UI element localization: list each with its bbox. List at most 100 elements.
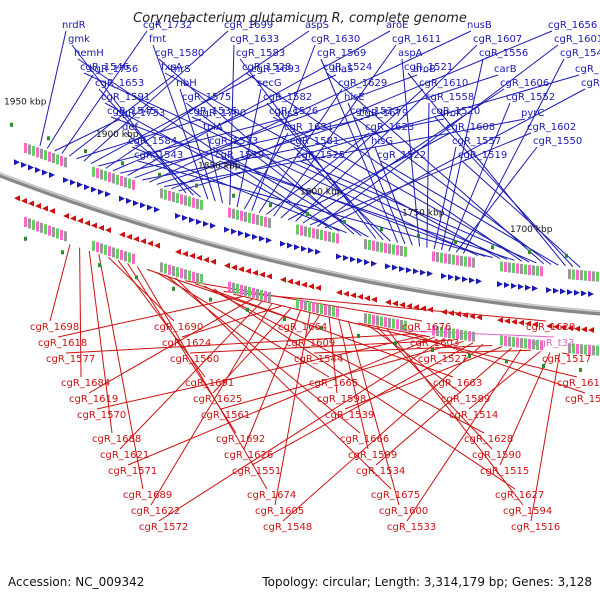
gene-arrow: [301, 281, 307, 288]
gene-arrow: [70, 179, 76, 186]
category-stripe: [108, 246, 111, 257]
tick-mark: [306, 211, 309, 216]
gene-arrow: [504, 282, 510, 289]
reverse-gene-label: cgR_1572: [139, 522, 188, 533]
forward-gene-label: cgR_1597: [581, 78, 600, 89]
gene-arrow: [511, 318, 517, 325]
category-stripe: [336, 233, 339, 244]
category-stripe: [588, 345, 591, 356]
category-stripe: [240, 210, 243, 221]
tick-mark: [283, 317, 286, 322]
forward-gene-labels: nrdR cgR_1756 cgR_1733 cgR_1732 thrS cgR_1700…: [62, 20, 600, 161]
category-stripe: [568, 343, 571, 354]
category-stripe: [364, 239, 367, 250]
category-stripe: [316, 303, 319, 314]
label-connector: [353, 116, 552, 265]
forward-gene-label: cgR_1546: [80, 62, 129, 73]
category-stripe: [92, 240, 95, 251]
gene-arrow: [203, 220, 209, 227]
gene-arrow: [35, 166, 41, 173]
category-stripe: [264, 290, 267, 301]
category-stripe: [396, 245, 399, 256]
category-stripe: [160, 188, 163, 199]
forward-gene-label: fmt: [149, 34, 166, 45]
category-stripe: [196, 198, 199, 209]
category-stripe: [508, 336, 511, 347]
gene-arrow: [14, 195, 20, 202]
label-connector: [347, 320, 400, 506]
label-connector: [181, 305, 282, 338]
label-connector: [127, 30, 391, 176]
tick-mark: [505, 359, 508, 364]
forward-gene-label: cgR_1575: [182, 92, 231, 103]
forward-gene-label: cgR_1630: [311, 34, 360, 45]
gene-arrow: [385, 299, 391, 306]
gene-arrow: [497, 317, 503, 324]
label-connector: [243, 310, 301, 450]
category-stripe: [448, 254, 451, 265]
category-stripe: [120, 176, 123, 186]
reverse-gene-label: cgR_1568: [565, 394, 600, 405]
gene-arrow: [357, 293, 363, 300]
reverse-gene-label: cgR_1571: [108, 466, 157, 477]
gene-arrow: [553, 287, 559, 294]
forward-gene-label: cgR_1654: [575, 64, 600, 75]
category-stripe: [532, 265, 535, 276]
label-connector: [156, 74, 499, 185]
label-connector: [189, 339, 455, 354]
gene-arrow: [525, 320, 531, 327]
gene-arrow: [371, 296, 377, 303]
category-stripe: [32, 219, 35, 230]
category-stripe: [368, 313, 371, 324]
category-stripe: [40, 148, 43, 159]
feature-tracks: [0, 122, 600, 372]
category-stripe: [584, 344, 587, 355]
forward-gene-label: cgR_1584: [128, 136, 177, 147]
gene-arrow: [21, 161, 27, 168]
category-stripe: [452, 254, 455, 265]
gene-arrow: [476, 314, 482, 321]
tick-mark: [98, 263, 101, 268]
gene-arrow: [98, 224, 104, 231]
category-stripe: [392, 244, 395, 255]
category-stripe: [296, 298, 299, 309]
tick-mark: [579, 367, 582, 372]
category-stripe: [472, 331, 475, 342]
reverse-gene-label: cgR_1621: [100, 450, 149, 461]
forward-gene-label: cgR_1610: [419, 78, 468, 89]
category-stripe: [536, 339, 539, 350]
reverse-gene-label: cgR_1599: [348, 450, 397, 461]
label-connector: [282, 343, 484, 522]
reverse-gene-label: cgR_1570: [77, 410, 126, 421]
scale-label: 1750 kbp: [402, 208, 445, 218]
gene-arrow: [469, 277, 475, 284]
forward-gene-label: cgR_1602: [527, 122, 576, 133]
forward-gene-label: aroE: [386, 20, 408, 31]
gene-arrow: [413, 304, 419, 311]
category-stripe: [540, 340, 543, 351]
forward-gene-label: pyrC: [521, 108, 544, 119]
gene-arrow: [294, 280, 300, 287]
category-stripe: [524, 338, 527, 349]
gene-arrow: [119, 195, 125, 202]
category-stripe: [164, 263, 167, 274]
scale-label: 1800 kbp: [300, 188, 343, 198]
forward-gene-label: tpiA: [203, 122, 223, 133]
category-stripe: [52, 227, 55, 238]
category-stripe: [40, 222, 43, 233]
category-stripe: [528, 338, 531, 349]
category-stripe: [200, 200, 203, 210]
forward-gene-label: cgR_1733: [116, 108, 165, 119]
gene-arrow: [231, 264, 237, 271]
forward-gene-label: cgR_1529: [215, 150, 264, 161]
category-stripe: [184, 195, 187, 206]
label-connector: [338, 318, 369, 450]
gene-arrow: [392, 264, 398, 271]
reverse-gene-label: cgR_1698: [30, 322, 79, 333]
gene-arrow: [567, 289, 573, 296]
category-stripe: [568, 269, 571, 280]
tick-mark: [158, 172, 161, 177]
scale-label: 1900 kbp: [96, 130, 139, 140]
category-stripe: [124, 177, 127, 188]
